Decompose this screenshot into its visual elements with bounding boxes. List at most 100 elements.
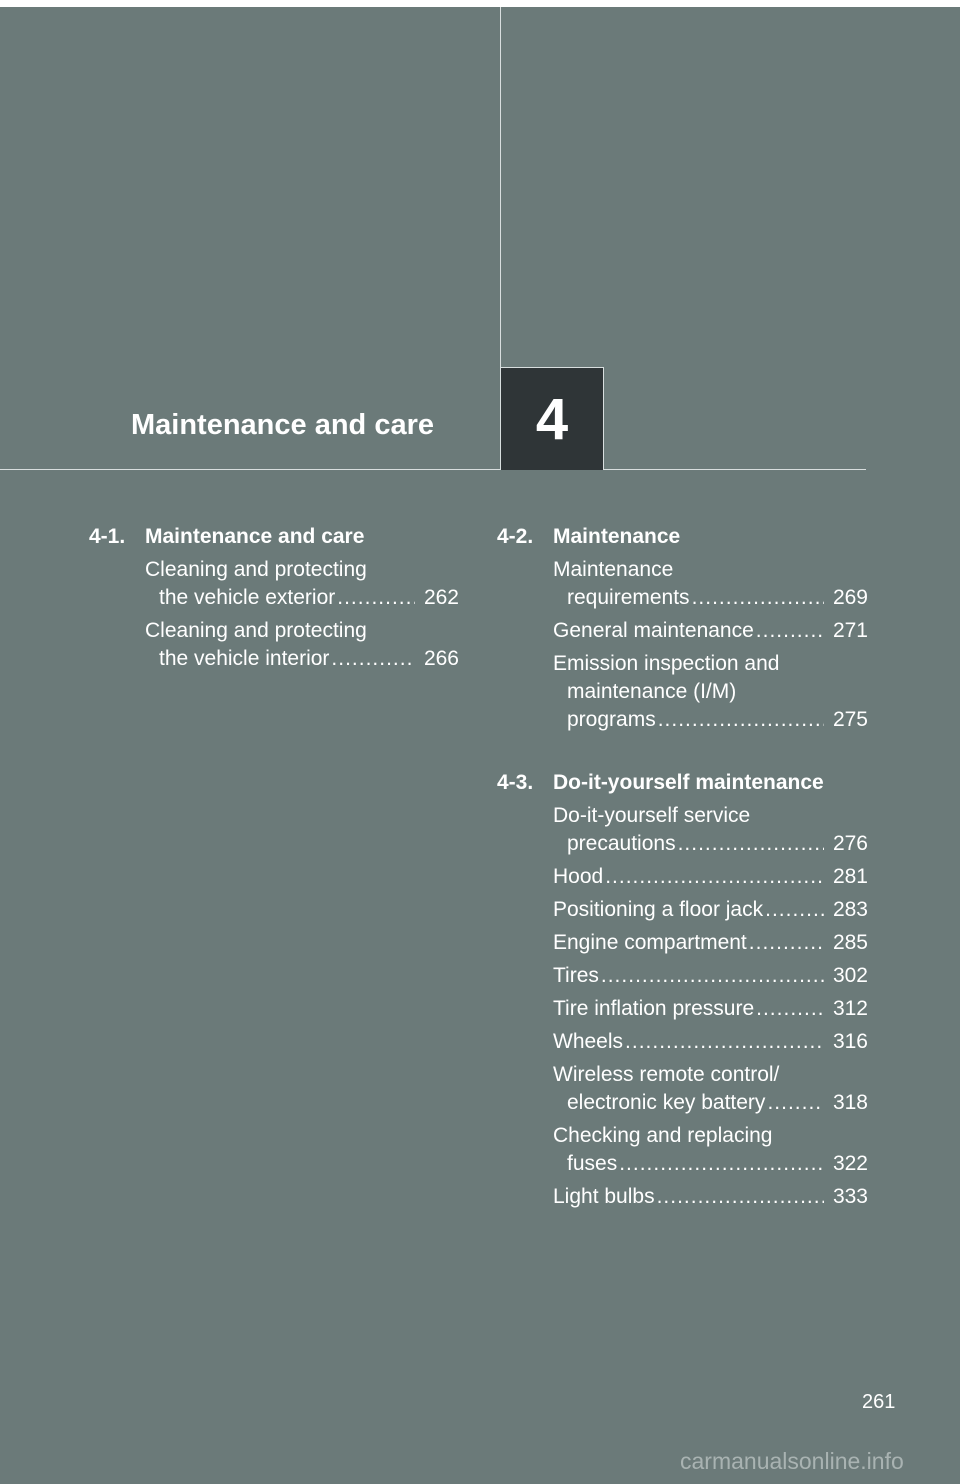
entry-list: Cleaning and protecting the vehicle exter…: [145, 556, 459, 673]
entry-page-number: 275: [832, 708, 868, 731]
toc-page: Maintenance and care 4 4-1. Maintenance a…: [0, 7, 960, 1484]
dot-leader: [692, 584, 824, 612]
entry-line: Hood 281: [553, 863, 868, 891]
entry-text: Checking and replacing: [553, 1124, 773, 1147]
section-heading[interactable]: 4-1. Maintenance and care: [89, 523, 459, 551]
dot-leader: [765, 896, 824, 924]
entry-line: Wheels 316: [553, 1028, 868, 1056]
page-number: 261: [862, 1391, 896, 1413]
entry-page-number: 285: [832, 931, 868, 954]
chapter-title: Maintenance and care: [131, 409, 434, 441]
vertical-rule: [500, 7, 501, 469]
toc-entry[interactable]: Tire inflation pressure 312: [553, 995, 868, 1023]
entry-line: Checking and replacing: [553, 1122, 868, 1150]
entry-page-number: 316: [832, 1030, 868, 1053]
section-heading[interactable]: 4-3. Do-it-yourself maintenance: [497, 769, 868, 797]
horizontal-rule: [0, 469, 866, 470]
entry-page-number: 333: [832, 1185, 868, 1208]
entry-page-number: 318: [832, 1091, 868, 1114]
entry-line: Light bulbs 333: [553, 1183, 868, 1211]
entry-line: Engine compartment 285: [553, 929, 868, 957]
entry-page-number: 302: [832, 964, 868, 987]
entry-line: Cleaning and protecting: [145, 556, 459, 584]
entry-line: Tire inflation pressure 312: [553, 995, 868, 1023]
entry-line: Do-it-yourself service: [553, 802, 868, 830]
dot-leader: [625, 1028, 824, 1056]
entry-text: precautions: [567, 832, 676, 855]
entry-list: Maintenance requirements 269 General mainte…: [553, 556, 868, 734]
toc-entry[interactable]: Engine compartment 285: [553, 929, 868, 957]
entry-page-number: 312: [832, 997, 868, 1020]
entry-text: Wireless remote control/: [553, 1063, 780, 1086]
entry-page-number: 322: [832, 1152, 868, 1175]
toc-entry[interactable]: Tires 302: [553, 962, 868, 990]
dot-leader: [756, 995, 824, 1023]
toc-entry[interactable]: Checking and replacing fuses 322: [553, 1122, 868, 1178]
toc-entry[interactable]: General maintenance 271: [553, 617, 868, 645]
entry-text: the vehicle exterior: [159, 586, 336, 609]
chapter-number-tab: 4: [500, 367, 604, 470]
toc-section: 4-2. Maintenance Maintenance requirements 26…: [497, 523, 868, 734]
dot-leader: [749, 929, 824, 957]
toc-entry[interactable]: Cleaning and protecting the vehicle inter…: [145, 617, 459, 673]
entry-line: Emission inspection and: [553, 650, 868, 678]
entry-line: Cleaning and protecting: [145, 617, 459, 645]
toc-entry[interactable]: Wireless remote control/electronic key b…: [553, 1061, 868, 1117]
entry-line: requirements 269: [553, 584, 868, 612]
section-title: Maintenance and care: [145, 525, 365, 548]
dot-leader: [658, 706, 824, 734]
dot-leader: [756, 617, 824, 645]
entry-text: Do-it-yourself service: [553, 804, 751, 827]
entry-text: Cleaning and protecting: [145, 558, 367, 581]
toc-entry[interactable]: Light bulbs 333: [553, 1183, 868, 1211]
entry-line: fuses 322: [553, 1150, 868, 1178]
section-title: Maintenance: [553, 525, 681, 548]
entry-text: Tire inflation pressure: [553, 997, 755, 1020]
entry-line: Maintenance: [553, 556, 868, 584]
entry-line: programs 275: [553, 706, 868, 734]
section-number: 4-1.: [89, 525, 126, 548]
toc-entry[interactable]: Do-it-yourself service precautions 276: [553, 802, 868, 858]
entry-text: Engine compartment: [553, 931, 747, 954]
entry-text: requirements: [567, 586, 690, 609]
chapter-number: 4: [535, 386, 569, 452]
toc-entry[interactable]: Hood 281: [553, 863, 868, 891]
dot-leader: [657, 1183, 824, 1211]
entry-line: the vehicle interior 266: [145, 645, 459, 673]
dot-leader: [331, 645, 415, 673]
entry-page-number: 283: [832, 898, 868, 921]
dot-leader: [767, 1089, 824, 1117]
section-number: 4-2.: [497, 525, 534, 548]
entry-text: programs: [567, 708, 656, 731]
entry-page-number: 266: [423, 647, 459, 670]
dot-leader: [619, 1150, 824, 1178]
entry-text: Emission inspection and: [553, 652, 780, 675]
entry-list: Do-it-yourself service precautions 276 Hood…: [553, 802, 868, 1211]
entry-text: Cleaning and protecting: [145, 619, 367, 642]
entry-text: Hood: [553, 865, 604, 888]
watermark: carmanualsonline.info: [680, 1448, 904, 1474]
entry-line: precautions 276: [553, 830, 868, 858]
entry-page-number: 262: [423, 586, 459, 609]
toc-entry[interactable]: Maintenance requirements 269: [553, 556, 868, 612]
entry-line: Positioning a floor jack 283: [553, 896, 868, 924]
toc-entry[interactable]: Emission inspection and maintenance (I/M)…: [553, 650, 868, 734]
toc-entry[interactable]: Cleaning and protecting the vehicle exter…: [145, 556, 459, 612]
entry-text: maintenance (I/M): [567, 680, 737, 703]
entry-page-number: 269: [832, 586, 868, 609]
section-heading[interactable]: 4-2. Maintenance: [497, 523, 868, 551]
toc-section: 4-1. Maintenance and care Cleaning and pro…: [89, 523, 459, 673]
entry-line: Tires 302: [553, 962, 868, 990]
dot-leader: [678, 830, 824, 858]
entry-line: maintenance (I/M): [553, 678, 868, 706]
toc-entry[interactable]: Wheels 316: [553, 1028, 868, 1056]
dot-leader: [601, 962, 824, 990]
entry-text: Wheels: [553, 1030, 624, 1053]
section-title: Do-it-yourself maintenance: [553, 771, 824, 794]
dot-leader: [605, 863, 824, 891]
entry-text: Maintenance: [553, 558, 674, 581]
toc-entry[interactable]: Positioning a floor jack 283: [553, 896, 868, 924]
entry-text: electronic key battery: [567, 1091, 766, 1114]
section-number: 4-3.: [497, 771, 534, 794]
entry-line: Wireless remote control/: [553, 1061, 868, 1089]
